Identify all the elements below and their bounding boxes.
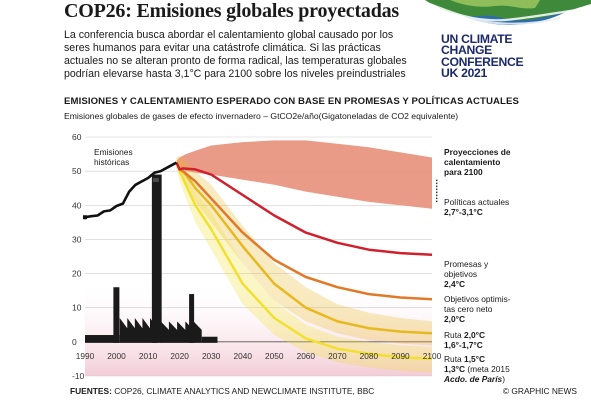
y-tick-label: 20 <box>72 269 82 279</box>
y-tick-label: 30 <box>72 234 82 244</box>
historic-start-marker <box>83 215 87 220</box>
series-line-emisiones-historicas <box>84 161 178 219</box>
chart-title: EMISIONES Y CALENTAMIENTO ESPERADO CON B… <box>64 96 520 107</box>
earth-globe-logo <box>425 0 591 25</box>
x-tick-label: 2070 <box>328 351 347 361</box>
annotation-politicas: Políticas actuales 2,7°-3,1°C <box>444 197 510 217</box>
x-tick-label: 2040 <box>233 351 252 361</box>
band-politicas-actuales <box>176 140 432 209</box>
annotation-optimistas: Objetivos optimis-tas cero neto 2,0°C <box>444 294 511 324</box>
x-tick-label: 2060 <box>297 351 316 361</box>
conference-logo-text: UN CLIMATE CHANGE CONFERENCE UK 2021 <box>441 32 524 81</box>
y-tick-label: 60 <box>72 132 82 142</box>
series-line-objetivos-optimistas-cero-neto <box>175 162 433 301</box>
credit-note: © GRAPHIC NEWS <box>502 386 577 396</box>
annotation-ruta15: Ruta 1,5°C 1,3°C (meta 2015 Acdo. de París… <box>444 354 510 384</box>
y-tick-label: 40 <box>72 200 82 210</box>
sources-note: FUENTES: COP26, CLIMATE ANALYTICS AND NE… <box>70 386 375 396</box>
chimney-tall <box>151 174 162 343</box>
y-tick-label: -10 <box>72 371 85 381</box>
series-line-promesas-y-objetivos <box>175 162 433 257</box>
x-tick-label: 2090 <box>391 351 410 361</box>
chimney-band <box>152 177 159 182</box>
series-line-ruta-1-5-c <box>175 162 433 361</box>
x-tick-label: 2100 <box>423 351 442 361</box>
band-ruta-1-5-c <box>176 159 432 373</box>
annotation-proyecciones: Proyecciones de calentamiento para 2100 <box>444 147 511 177</box>
x-tick-label: 2080 <box>360 351 379 361</box>
y-tick-label: 0 <box>72 337 77 347</box>
x-tick-label: 2020 <box>170 351 189 361</box>
y-tick-label: 10 <box>72 303 82 313</box>
factory-building-left <box>119 317 158 343</box>
chimney-right <box>189 294 195 343</box>
x-tick-label: 2030 <box>202 351 221 361</box>
annotation-historicas: Emisiones históricas <box>94 147 133 167</box>
page-title: COP26: Emisiones globales proyectadas <box>64 0 400 22</box>
factory-low-right <box>201 336 218 343</box>
x-tick-label: 1990 <box>76 351 95 361</box>
x-tick-label: 2010 <box>139 351 158 361</box>
x-tick-label: 2050 <box>265 351 284 361</box>
annotation-promesas: Promesas y objetivos 2,4°C <box>444 259 489 289</box>
factory-low-left <box>85 335 120 343</box>
factory-building-right <box>160 321 202 343</box>
lead-paragraph: La conferencia busca abordar el calentam… <box>64 29 407 80</box>
y-tick-label: 50 <box>72 166 82 176</box>
factory-illustration <box>85 174 218 343</box>
y-axis-label: Emisiones globales de gases de efecto in… <box>64 111 459 121</box>
annotation-ruta20: Ruta 2,0°C 1,6°-1,7°C <box>444 330 486 350</box>
x-tick-label: 2000 <box>107 351 126 361</box>
chimney-left <box>113 287 120 343</box>
